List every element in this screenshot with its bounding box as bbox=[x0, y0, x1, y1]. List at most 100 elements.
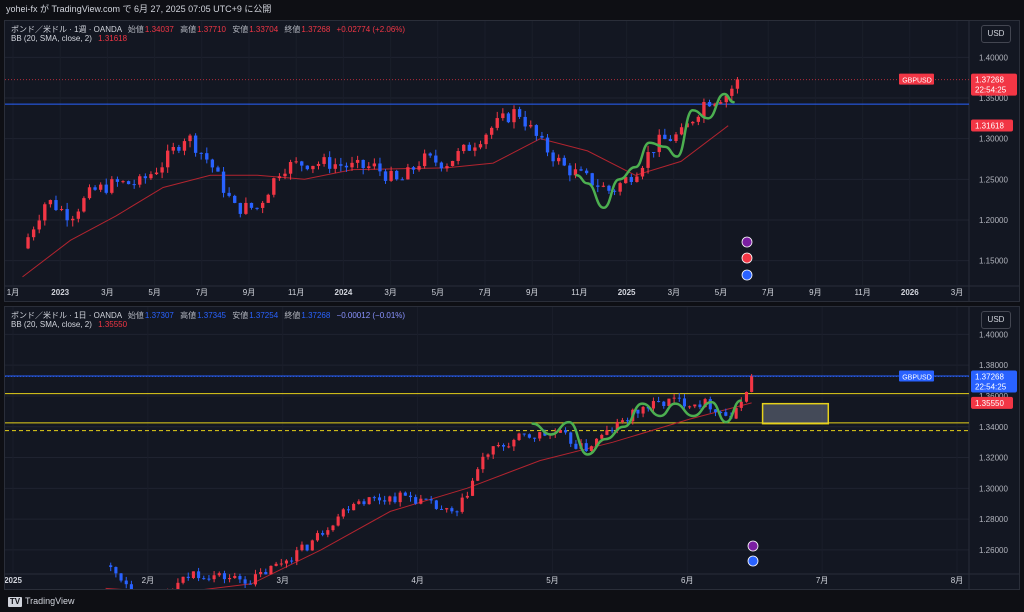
candle-body bbox=[138, 176, 142, 185]
candle-body bbox=[266, 194, 270, 203]
candle-body bbox=[417, 166, 421, 170]
x-tick-label: 9月 bbox=[243, 288, 255, 297]
candle-body bbox=[87, 187, 92, 199]
candle-body bbox=[336, 516, 340, 526]
candle-body bbox=[132, 184, 136, 186]
candle-body bbox=[398, 492, 402, 503]
candle-body bbox=[629, 177, 633, 182]
candle-body bbox=[668, 139, 673, 141]
candle-body bbox=[121, 181, 125, 183]
bb-tag bbox=[971, 119, 1013, 132]
candle-body bbox=[166, 150, 170, 168]
candle-body bbox=[411, 167, 416, 170]
daily-close-label: 終値 bbox=[284, 311, 301, 320]
candle-body bbox=[104, 184, 108, 193]
candle-body bbox=[445, 166, 449, 169]
event-lightning-icon bbox=[747, 540, 759, 552]
candle-body bbox=[305, 165, 310, 170]
candle-body bbox=[316, 163, 321, 166]
candle-body bbox=[414, 497, 418, 504]
weekly-change: +0.02774 (+2.06%) bbox=[336, 25, 406, 34]
candle-body bbox=[595, 438, 599, 447]
candle-body bbox=[589, 446, 593, 452]
candle-body bbox=[651, 401, 655, 409]
weekly-open-label: 始値 bbox=[127, 25, 144, 34]
candle-body bbox=[708, 399, 712, 410]
candle-body bbox=[160, 167, 164, 173]
candle-body bbox=[59, 209, 64, 211]
candle-body bbox=[406, 167, 410, 180]
candle-body bbox=[253, 574, 257, 585]
candle-body bbox=[228, 578, 232, 580]
candle-body bbox=[227, 192, 231, 196]
candle-body bbox=[534, 125, 539, 136]
candle-body bbox=[197, 571, 201, 579]
candle-body bbox=[429, 499, 433, 501]
candle-body bbox=[702, 102, 706, 117]
candle-body bbox=[579, 169, 583, 171]
candle-body bbox=[506, 113, 511, 123]
price-tag bbox=[971, 73, 1017, 96]
daily-chart-pane[interactable]: ポンド／米ドル · 1日 · OANDA 始値1.37307 高値1.37345… bbox=[4, 306, 1020, 590]
x-tick-label: 11月 bbox=[854, 288, 870, 297]
candle-body bbox=[691, 121, 695, 124]
candle-body bbox=[523, 116, 527, 127]
candle-body bbox=[618, 183, 622, 192]
bb-tag bbox=[971, 396, 1013, 409]
x-tick-label: 5月 bbox=[148, 288, 160, 297]
candle-body bbox=[713, 103, 717, 107]
x-tick-label: 6月 bbox=[681, 576, 693, 585]
y-tick-label: 1.28000 bbox=[979, 515, 1008, 524]
tradingview-logo[interactable]: TV TradingView bbox=[8, 596, 75, 607]
candle-body bbox=[557, 157, 561, 162]
candle-body bbox=[109, 565, 113, 568]
candle-body bbox=[210, 159, 215, 168]
weekly-chart-svg[interactable]: 1.40000 1.35000 1.30000 1.25000 1.20000 1.150… bbox=[5, 21, 1019, 301]
candle-body bbox=[679, 127, 684, 135]
candle-body bbox=[558, 430, 562, 433]
x-tick-label: 11月 bbox=[288, 288, 304, 297]
symbol-tag-label: GBPUSD bbox=[902, 78, 932, 85]
daily-currency-button[interactable]: USD bbox=[981, 311, 1011, 329]
candle-body bbox=[54, 200, 58, 211]
candle-body bbox=[149, 174, 153, 179]
daily-high: 1.37345 bbox=[197, 311, 226, 320]
candle-body bbox=[221, 171, 226, 193]
candle-body bbox=[350, 162, 354, 168]
candle-body bbox=[48, 200, 53, 205]
candle-body bbox=[419, 498, 423, 504]
candle-body bbox=[300, 544, 304, 551]
candle-body bbox=[212, 575, 216, 580]
x-tick-label: 3月 bbox=[384, 288, 396, 297]
candle-body bbox=[65, 209, 69, 221]
candle-body bbox=[177, 147, 181, 151]
candle-body bbox=[98, 184, 103, 190]
daily-symbol: ポンド／米ドル · 1日 · OANDA bbox=[11, 311, 122, 320]
candle-body bbox=[244, 202, 248, 214]
candle-body bbox=[568, 165, 572, 176]
candle-body bbox=[255, 207, 259, 209]
x-tick-label: 3月 bbox=[951, 288, 963, 297]
weekly-low-label: 安値 bbox=[232, 25, 249, 34]
weekly-close-label: 終値 bbox=[284, 25, 301, 34]
candle-body bbox=[260, 202, 265, 208]
candle-body bbox=[478, 144, 483, 148]
candle-body bbox=[331, 525, 335, 531]
daily-chart-svg[interactable]: 1.40000 1.38000 1.36000 1.34000 1.32000 1.300… bbox=[5, 307, 1019, 589]
candle-body bbox=[512, 109, 516, 123]
symbol-tag bbox=[899, 73, 934, 85]
weekly-currency-button[interactable]: USD bbox=[981, 25, 1011, 43]
candle-body bbox=[696, 116, 701, 122]
candle-body bbox=[326, 530, 330, 535]
candle-body bbox=[564, 430, 568, 433]
candle-body bbox=[217, 573, 221, 576]
candle-body bbox=[31, 229, 36, 238]
candle-body bbox=[584, 170, 589, 174]
candle-body bbox=[269, 565, 273, 575]
publisher-text: yohei-fx が TradingView.com で 6月 27, 2025… bbox=[6, 4, 272, 14]
candle-body bbox=[698, 404, 702, 408]
weekly-chart-pane[interactable]: ポンド／米ドル · 1週 · OANDA 始値1.34037 高値1.37710… bbox=[4, 20, 1020, 302]
candle-body bbox=[527, 434, 531, 438]
candle-body bbox=[311, 165, 315, 170]
candle-body bbox=[26, 237, 30, 249]
